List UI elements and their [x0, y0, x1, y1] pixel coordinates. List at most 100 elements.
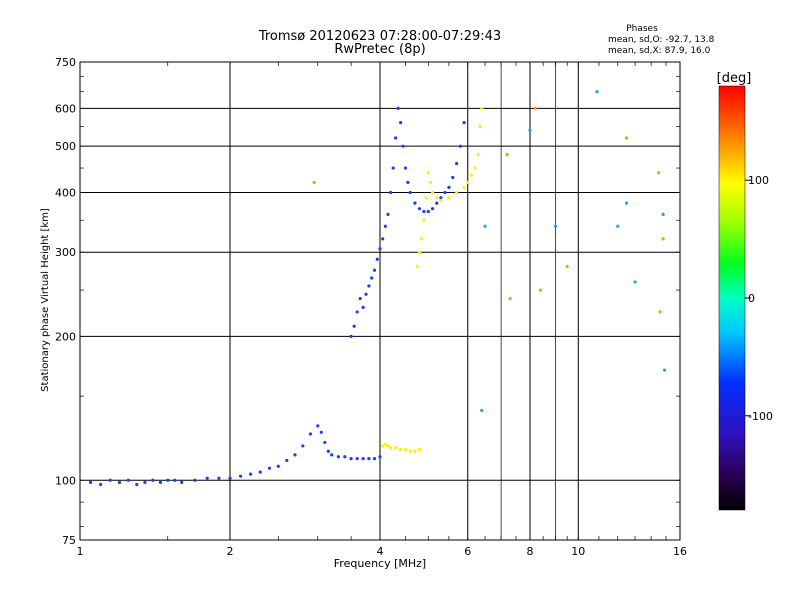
colorbar-ticks: 100 0 -100 — [745, 174, 773, 423]
data-point — [343, 455, 347, 459]
data-point — [624, 136, 629, 140]
data-point — [126, 478, 130, 482]
y-axis-label: Stationary phase Virtual Height [km] — [40, 208, 51, 392]
data-point — [358, 296, 362, 301]
data-point — [391, 166, 395, 170]
data-point — [355, 457, 359, 461]
data-point — [657, 171, 661, 175]
data-point — [533, 106, 537, 110]
data-point — [238, 474, 243, 478]
data-point — [661, 237, 665, 241]
data-point — [316, 424, 320, 428]
data-point — [258, 470, 262, 474]
data-point — [301, 444, 305, 448]
data-point — [323, 440, 327, 445]
data-point — [476, 153, 480, 157]
data-point — [367, 284, 371, 288]
data-point — [372, 268, 377, 272]
data-point — [364, 292, 368, 296]
data-point — [217, 476, 221, 480]
data-point — [658, 310, 662, 314]
data-point — [473, 166, 477, 170]
data-point — [352, 324, 356, 328]
data-point — [406, 180, 410, 184]
data-point — [370, 276, 374, 280]
y-tick-label: 75 — [62, 534, 76, 547]
data-point — [435, 196, 439, 200]
data-point — [388, 446, 393, 450]
colorbar-tick-label: 0 — [748, 292, 755, 305]
data-point — [435, 201, 439, 205]
data-point — [166, 478, 170, 482]
data-point — [396, 106, 400, 110]
data-point — [336, 455, 340, 459]
phases-title: Phases — [626, 24, 658, 34]
data-points — [88, 90, 667, 487]
data-point — [394, 446, 398, 450]
data-point — [205, 476, 209, 480]
y-tick-label: 300 — [55, 246, 76, 259]
data-point — [462, 121, 466, 125]
data-point — [408, 190, 412, 195]
data-point — [413, 201, 417, 205]
data-point — [180, 480, 184, 484]
data-point — [312, 180, 316, 184]
data-point — [361, 457, 365, 461]
data-point — [424, 196, 428, 200]
data-point — [378, 455, 382, 459]
data-point — [466, 180, 470, 184]
data-point — [267, 466, 272, 470]
data-point — [349, 457, 353, 461]
data-point — [483, 224, 487, 228]
data-point — [415, 264, 419, 269]
data-point — [381, 444, 385, 448]
y-tick-label: 100 — [55, 474, 76, 487]
x-tick-label: 8 — [527, 545, 534, 558]
data-point — [401, 144, 405, 148]
data-point — [439, 198, 443, 203]
data-point — [108, 478, 112, 482]
data-point — [330, 453, 334, 457]
data-point — [378, 247, 382, 251]
x-tick-label: 1 — [77, 545, 84, 558]
data-point — [480, 408, 484, 413]
data-point — [417, 250, 422, 254]
data-point — [88, 480, 93, 484]
data-point — [276, 464, 280, 468]
phases-x-stats: mean, sd,X: 87.9, 16.0 — [608, 46, 711, 56]
data-point — [349, 334, 353, 338]
data-point — [413, 449, 417, 453]
y-tick-label: 750 — [55, 56, 76, 69]
data-point — [249, 472, 253, 476]
data-point — [553, 224, 558, 228]
x-tick-label: 6 — [464, 545, 471, 558]
data-point — [443, 190, 447, 195]
x-tick-label: 16 — [673, 545, 687, 558]
data-point — [505, 153, 509, 157]
data-point — [355, 310, 359, 314]
data-point — [386, 444, 390, 448]
y-tick-label: 400 — [55, 186, 76, 199]
data-point — [420, 237, 424, 241]
data-point — [319, 430, 323, 434]
data-point — [99, 482, 103, 487]
data-point — [428, 180, 433, 184]
phases-o-stats: mean, sd,O: -92.7, 13.8 — [608, 35, 715, 45]
data-point — [422, 209, 426, 214]
data-point — [616, 224, 620, 228]
data-point — [451, 175, 455, 180]
x-tick-label: 10 — [571, 545, 585, 558]
data-point — [403, 447, 408, 452]
data-point — [151, 478, 155, 482]
data-point — [228, 476, 232, 480]
data-point — [422, 218, 426, 222]
colorbar — [718, 85, 746, 511]
data-point — [538, 288, 543, 292]
data-point — [117, 480, 122, 484]
x-tick-label: 2 — [227, 545, 234, 558]
chart-title: Tromsø 20120623 07:28:00-07:29:43 — [258, 29, 501, 44]
data-point — [469, 173, 473, 177]
data-point — [403, 166, 408, 170]
data-point — [455, 190, 459, 195]
